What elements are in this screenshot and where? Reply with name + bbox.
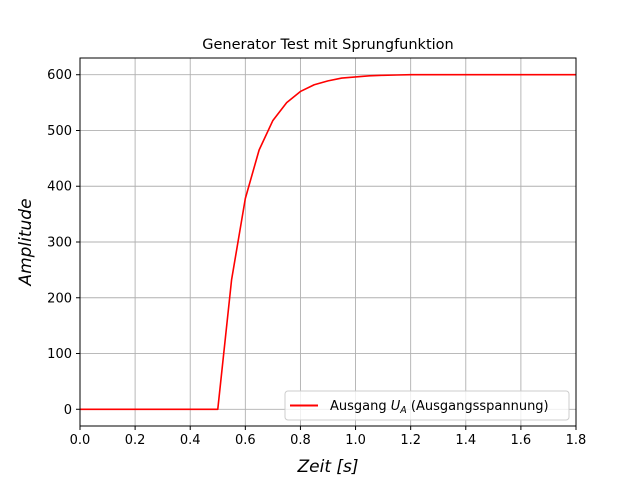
series-layer (80, 73, 576, 411)
legend-label-prefix: Ausgang (330, 399, 391, 414)
y-tick-label: 300 (47, 236, 72, 251)
y-tick-label: 400 (47, 180, 72, 195)
legend-label: Ausgang UA (Ausgangsspannung) (330, 399, 549, 416)
y-tick-label: 100 (47, 347, 72, 362)
legend: Ausgang UA (Ausgangsspannung) (284, 390, 570, 421)
x-tick-label: 1.2 (400, 433, 421, 448)
x-tick-label: 1.8 (566, 433, 587, 448)
y-axis-label: Amplitude (16, 198, 36, 286)
x-tick-label: 0.6 (235, 433, 256, 448)
y-tick-label: 500 (47, 124, 72, 139)
y-tick-label: 200 (47, 291, 72, 306)
ticks: 0.0 0.2 0.4 0.6 0.8 1.0 1.2 1.4 1.6 1.8 0 100 200 300… (47, 68, 586, 448)
y-tick-label: 0 (64, 403, 72, 418)
legend-label-var: U (391, 399, 401, 414)
x-tick-label: 0.8 (290, 433, 311, 448)
y-tick-label: 600 (47, 68, 72, 83)
legend-box (284, 390, 570, 421)
x-tick-label: 1.4 (455, 433, 476, 448)
legend-label-subscript: A (399, 405, 407, 416)
chart-title: Generator Test mit Sprungfunktion (202, 37, 453, 53)
x-tick-label: 1.6 (511, 433, 532, 448)
series-line (80, 73, 576, 411)
x-axis-label: Zeit [s] (296, 457, 358, 477)
legend-label-suffix: (Ausgangsspannung) (407, 399, 549, 414)
x-tick-label: 0.0 (70, 433, 91, 448)
x-tick-label: 0.4 (180, 433, 201, 448)
x-tick-label: 0.2 (125, 433, 146, 448)
x-tick-label: 1.0 (345, 433, 366, 448)
